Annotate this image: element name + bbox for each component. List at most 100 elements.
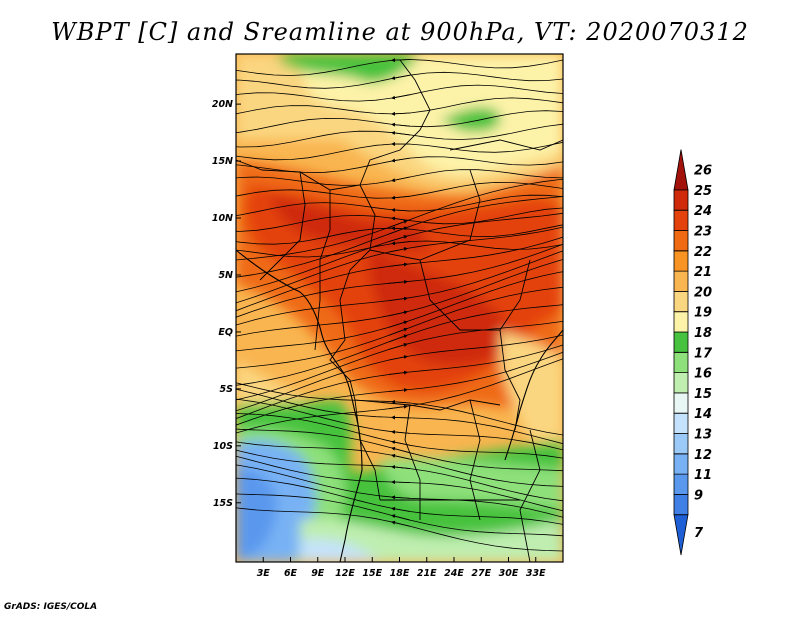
legend-swatch	[673, 412, 689, 434]
legend-swatch	[673, 230, 689, 252]
streamline-arrow	[391, 506, 411, 512]
lon-tick-label: 21E	[417, 568, 437, 579]
streamline-arrow	[391, 208, 411, 213]
legend-swatch	[673, 392, 689, 414]
color-legend: 7 9 11 12 13 14 15 16 17 18 19 20 21 22 23 24 25 26	[673, 149, 713, 556]
legend-swatch	[673, 494, 689, 516]
lon-tick-label: 12E	[335, 568, 355, 579]
streamline-arrow	[388, 310, 408, 317]
lon-tick-label: 30E	[499, 568, 519, 579]
streamline-arrow	[391, 514, 411, 521]
legend-swatch	[673, 250, 689, 272]
streamline-arrow	[391, 399, 411, 404]
lon-tick-label: 9E	[311, 568, 325, 579]
legend-swatch	[673, 189, 689, 211]
streamline-arrow	[391, 415, 411, 420]
lon-tick-label: 18E	[390, 568, 410, 579]
lat-tick-label: 15N	[212, 156, 233, 167]
streamline-arrow	[388, 370, 408, 375]
streamline-arrow	[391, 131, 411, 136]
chart-title: WBPT [C] and Sreamline at 900hPa, VT: 20…	[51, 18, 749, 46]
streamline-arrow	[388, 320, 408, 328]
legend-label: 9	[694, 488, 703, 503]
legend-label: 12	[694, 448, 712, 463]
legend-label: 18	[694, 326, 712, 341]
country-borders	[236, 59, 563, 562]
lat-tick-label: 5S	[220, 384, 234, 395]
streamline-arrow	[391, 453, 411, 460]
streamline-arrow	[391, 94, 411, 100]
streamline-arrow	[391, 241, 411, 246]
streamline-arrow	[388, 235, 408, 242]
streamline-arrow	[391, 74, 411, 80]
legend-label: 19	[694, 306, 712, 321]
legend-swatch	[673, 291, 689, 313]
legend-swatch	[673, 473, 689, 495]
legend-swatch	[673, 331, 689, 353]
lat-tick-label: 20N	[212, 99, 233, 110]
streamline-arrow	[388, 355, 408, 361]
streamline-arrow	[391, 122, 411, 127]
legend-label: 25	[694, 184, 712, 199]
legend-label: 23	[694, 225, 712, 240]
lat-tick-label: EQ	[218, 327, 233, 338]
footer-credit: GrADS: IGES/COLA	[4, 602, 98, 612]
streamline-arrow	[388, 327, 408, 336]
legend-label: 17	[694, 346, 713, 361]
legend-label: 7	[694, 526, 704, 541]
streamline-arrow	[391, 465, 411, 470]
lon-tick-label: 33E	[526, 568, 546, 579]
streamline-arrow	[391, 495, 411, 500]
lon-tick-label: 3E	[257, 568, 271, 579]
legend-label: 13	[694, 428, 712, 443]
legend-swatch	[673, 209, 689, 231]
streamline-arrow	[391, 480, 411, 485]
streamline-arrow	[391, 58, 411, 63]
legend-swatch	[673, 149, 689, 191]
streamline-arrow	[388, 342, 408, 350]
lat-tick-label: 10S	[213, 441, 233, 452]
legend-swatch	[673, 351, 689, 373]
streamline-arrow	[388, 226, 408, 235]
streamline-arrow	[388, 262, 408, 267]
lon-tick-label: 15E	[362, 568, 382, 579]
legend-swatch	[673, 433, 689, 455]
latitude-axis: 20N 15N 10N 5N EQ 5S 10S 15S	[212, 99, 241, 509]
legend-label: 22	[694, 245, 712, 260]
legend-label: 24	[694, 204, 712, 219]
streamline-arrow	[391, 446, 411, 454]
streamline-arrow	[388, 247, 408, 253]
streamline-arrow	[388, 279, 408, 284]
streamline-arrow	[388, 334, 408, 343]
streamlines-overlay	[236, 58, 563, 552]
legend-label: 16	[694, 367, 712, 382]
legend-swatch	[673, 372, 689, 394]
legend-label: 14	[694, 407, 712, 422]
legend-label: 11	[694, 468, 712, 483]
lon-tick-label: 27E	[471, 568, 491, 579]
streamline-arrow	[391, 429, 411, 434]
legend-label: 15	[694, 387, 712, 402]
legend-swatch	[673, 453, 689, 475]
coastline	[236, 249, 563, 562]
legend-swatch	[673, 311, 689, 333]
streamline-arrow	[388, 388, 408, 393]
streamline-arrow	[388, 296, 408, 302]
wbpt-shaded-field	[236, 54, 563, 562]
lon-tick-label: 6E	[284, 568, 298, 579]
lat-tick-label: 15S	[213, 498, 233, 509]
streamline-arrow	[391, 195, 411, 200]
streamline-arrow	[391, 157, 411, 163]
streamline-arrow	[391, 111, 411, 116]
lon-tick-label: 24E	[444, 568, 464, 579]
legend-swatch	[673, 270, 689, 292]
streamline-arrow	[388, 219, 408, 228]
legend-label: 20	[694, 285, 712, 300]
streamline-arrow	[391, 176, 411, 183]
legend-label: 26	[694, 164, 712, 179]
lat-tick-label: 5N	[218, 270, 233, 281]
lat-tick-label: 10N	[212, 213, 233, 224]
legend-swatch	[673, 514, 689, 556]
streamline-arrow	[388, 404, 408, 410]
